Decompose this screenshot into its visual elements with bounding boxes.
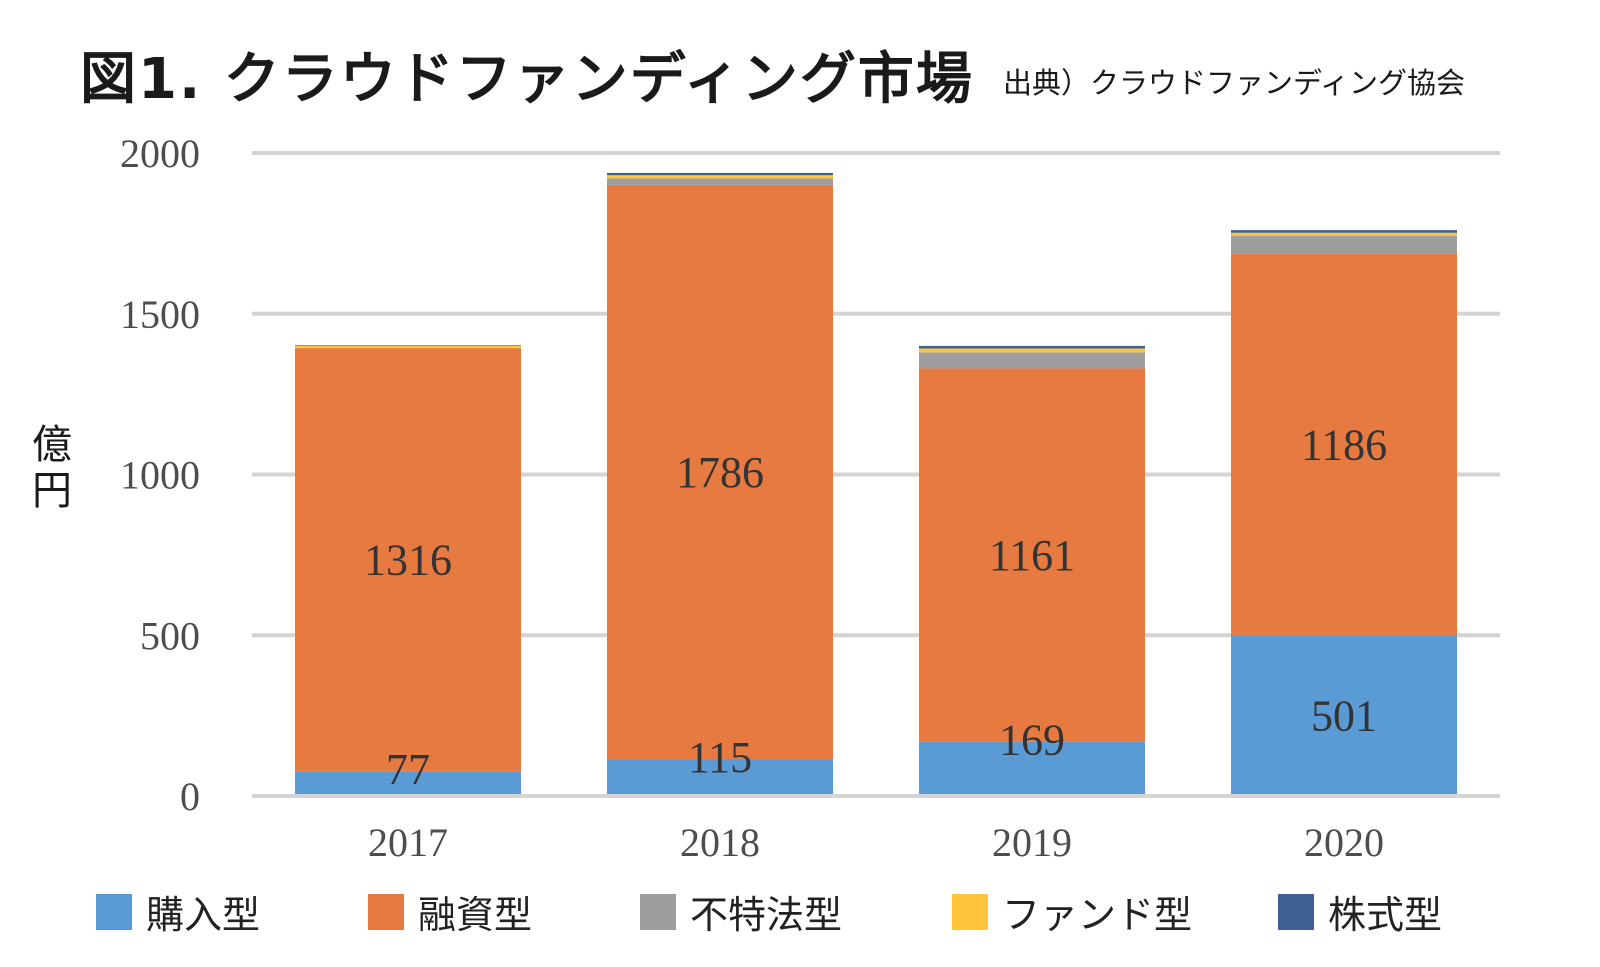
data-label: 501 [1311, 691, 1377, 740]
data-label: 169 [999, 716, 1065, 765]
y-axis-label-char: 円 [32, 468, 72, 514]
bar-segment [1231, 230, 1457, 233]
bar-segment [1231, 253, 1457, 635]
legend-label: 不特法型 [690, 893, 843, 937]
legend-label: 購入型 [146, 893, 261, 937]
bar-segment [295, 345, 521, 349]
legend-item: 融資型 [368, 884, 532, 939]
x-tick-label: 2019 [992, 820, 1072, 865]
legend-label: 株式型 [1328, 893, 1443, 937]
bar-segment [295, 771, 521, 796]
data-label: 1186 [1301, 420, 1387, 469]
y-tick-label: 2000 [120, 131, 200, 176]
chart-source: 出典）クラウドファンディング協会 [1003, 66, 1465, 100]
x-tick-label: 2018 [680, 820, 760, 865]
bar-segment [919, 352, 1145, 369]
legend-swatch [96, 893, 132, 930]
legend-swatch [368, 893, 404, 930]
legend-item: 不特法型 [640, 884, 842, 939]
data-label: 115 [688, 733, 752, 782]
y-tick-label: 1500 [120, 292, 200, 337]
chart-legend: 購入型 融資型 不特法型 ファンド型 株式型 [0, 884, 1600, 940]
y-tick-label: 1000 [120, 453, 200, 498]
y-axis-label-char: 億 [32, 422, 72, 468]
bar-segment [295, 345, 521, 346]
bar-segment [607, 175, 833, 179]
bar-segment [1231, 235, 1457, 254]
data-label: 1316 [364, 536, 452, 585]
y-tick-label: 500 [140, 613, 200, 658]
bar-segment [919, 348, 1145, 353]
chart-title: 図1. クラウドファンディング市場 [80, 47, 974, 112]
data-label: 77 [386, 745, 430, 794]
bar-segment [607, 184, 833, 760]
legend-item: ファンド型 [952, 884, 1192, 939]
legend-label: ファンド型 [1002, 893, 1193, 937]
data-label: 1786 [676, 448, 764, 497]
bar-segment [607, 172, 833, 176]
y-axis-label: 億円 [28, 422, 76, 514]
bar-segment [919, 368, 1145, 742]
legend-swatch [640, 893, 676, 930]
bar-segment [607, 759, 833, 796]
legend-swatch [952, 893, 988, 930]
bar-segment [1231, 232, 1457, 236]
bar-segment [1231, 634, 1457, 796]
legend-item: 購入型 [96, 884, 260, 939]
bar-segment [919, 741, 1145, 796]
y-tick-label: 0 [180, 774, 200, 819]
x-tick-label: 2017 [368, 820, 448, 865]
data-label: 1161 [989, 531, 1075, 580]
legend-swatch [1278, 893, 1314, 930]
legend-label: 融資型 [418, 893, 533, 937]
x-tick-label: 2020 [1304, 820, 1384, 865]
bar-segment [607, 178, 833, 185]
legend-item: 株式型 [1278, 884, 1442, 939]
bar-segment [919, 345, 1145, 349]
bar-segment [295, 348, 521, 772]
